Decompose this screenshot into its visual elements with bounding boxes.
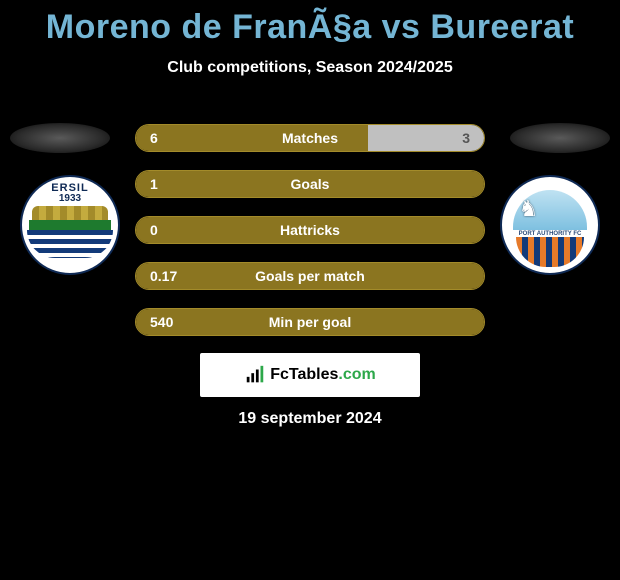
stat-label: Matches <box>216 130 404 146</box>
stat-row: 0Hattricks <box>135 216 485 244</box>
team-badge-left: ERSIL 1933 <box>20 175 120 275</box>
horse-icon: ♞ <box>519 196 539 222</box>
badge-left-field <box>29 220 111 230</box>
badge-right-stripes <box>516 237 583 267</box>
badge-left-year: 1933 <box>59 193 81 204</box>
stat-left-value: 0 <box>136 222 216 238</box>
stat-left-value: 540 <box>136 314 216 330</box>
stats-rows: 6Matches3 1Goals 0Hattricks 0.17Goals per m… <box>135 124 485 354</box>
stat-row: 6Matches3 <box>135 124 485 152</box>
stat-label: Min per goal <box>216 314 404 330</box>
chart-icon <box>244 364 266 386</box>
stat-row: 540Min per goal <box>135 308 485 336</box>
team-badge-right: ♞ PORT AUTHORITY FC <box>500 175 600 275</box>
badge-right-sky: ♞ <box>513 190 588 230</box>
date-text: 19 september 2024 <box>0 410 620 428</box>
brand-text: FcTables.com <box>270 366 376 384</box>
badge-left-waves <box>27 230 113 258</box>
stat-left-value: 6 <box>136 130 216 146</box>
page-title: Moreno de FranÃ§a vs Bureerat <box>0 0 620 47</box>
shadow-ellipse-left <box>10 123 110 153</box>
stat-label: Hattricks <box>216 222 404 238</box>
stat-label: Goals per match <box>216 268 404 284</box>
subtitle: Club competitions, Season 2024/2025 <box>0 59 620 77</box>
shadow-ellipse-right <box>510 123 610 153</box>
badge-left-stadium <box>32 206 109 220</box>
brand-suffix: .com <box>338 366 375 383</box>
stat-left-value: 0.17 <box>136 268 216 284</box>
stat-label: Goals <box>216 176 404 192</box>
brand-logo-bar: FcTables.com <box>200 353 420 397</box>
stat-left-value: 1 <box>136 176 216 192</box>
brand-name: FcTables <box>270 366 338 383</box>
badge-right-ribbon: PORT AUTHORITY FC <box>519 231 582 237</box>
stat-row: 0.17Goals per match <box>135 262 485 290</box>
stat-row: 1Goals <box>135 170 485 198</box>
stat-right-value: 3 <box>404 130 484 146</box>
